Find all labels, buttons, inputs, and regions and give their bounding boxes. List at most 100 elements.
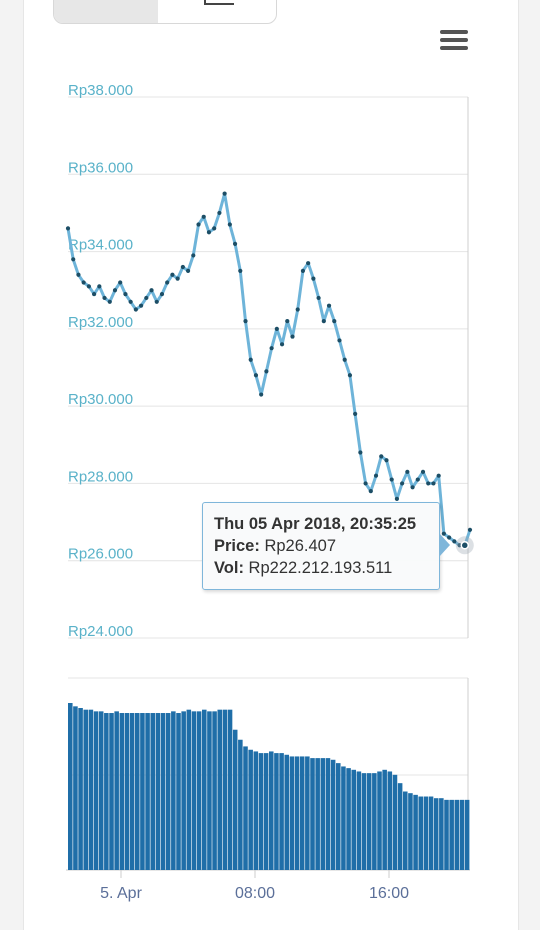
volume-bar (243, 746, 248, 870)
volume-bar (176, 713, 181, 870)
volume-bar (263, 753, 269, 870)
volume-bar (68, 703, 73, 870)
price-point (217, 210, 222, 216)
volume-bar (191, 711, 197, 870)
volume-bar (310, 758, 315, 870)
price-point (311, 276, 316, 281)
chart-icon[interactable] (204, 0, 234, 5)
price-point (326, 303, 332, 308)
hamburger-menu-icon[interactable] (440, 30, 468, 52)
volume-bar (186, 709, 192, 870)
volume-bar (217, 709, 223, 870)
price-point (467, 527, 473, 532)
price-point (389, 477, 394, 482)
tooltip: Thu 05 Apr 2018, 20:35:25 Price: Rp26.40… (202, 502, 440, 590)
hover-point (460, 541, 470, 550)
volume-bar (196, 711, 202, 870)
volume-bar (78, 708, 83, 870)
price-point (368, 489, 373, 494)
y-tick-label: Rp30.000 (68, 391, 133, 408)
volume-bar (83, 709, 89, 870)
volume-bar (408, 793, 413, 870)
volume-bar (279, 753, 284, 870)
tooltip-vol-label: Vol: (214, 559, 244, 577)
volume-bar (356, 771, 362, 870)
volume-bar (459, 799, 465, 870)
y-tick-label: Rp34.000 (68, 237, 133, 254)
volume-bar (124, 713, 130, 870)
price-point (321, 319, 326, 324)
volume-bar (150, 713, 156, 870)
price-point (363, 481, 368, 486)
y-tick-label: Rp32.000 (68, 314, 133, 331)
price-point (332, 319, 337, 324)
price-point (165, 280, 170, 285)
y-tick-label: Rp36.000 (68, 159, 133, 176)
volume-bar (397, 783, 403, 870)
price-point (337, 338, 342, 343)
price-point (358, 450, 363, 455)
price-point (102, 295, 107, 301)
volume-bar (222, 709, 228, 870)
volume-bar (351, 769, 357, 870)
x-tick-label: 08:00 (235, 885, 275, 902)
y-tick-label: Rp26.000 (68, 546, 133, 563)
volume-bar (464, 799, 470, 870)
volume-bar (336, 763, 341, 870)
price-point (285, 319, 290, 324)
volume-bar (423, 796, 429, 870)
volume-bar (253, 751, 259, 870)
volume-bar (377, 771, 382, 870)
price-point (149, 288, 154, 293)
volume-bar (284, 754, 290, 870)
volume-bar (212, 711, 217, 870)
price-point (457, 543, 462, 548)
price-point (144, 295, 149, 301)
price-point (238, 268, 243, 273)
price-point (243, 319, 248, 324)
price-point (248, 357, 253, 362)
price-point (253, 373, 259, 378)
price-point (279, 342, 285, 347)
volume-bar (160, 713, 166, 870)
price-point (264, 369, 269, 374)
price-point (170, 272, 175, 277)
volume-bar (294, 756, 300, 870)
price-point (373, 473, 379, 478)
price-point (123, 291, 128, 297)
volume-bar (449, 799, 454, 870)
price-point (384, 458, 389, 463)
price-point (415, 477, 420, 482)
price-point (405, 469, 410, 474)
y-axis-ticks: Rp38.000 Rp36.000 Rp34.000 Rp32.000 Rp30.000… (68, 82, 133, 640)
price-point (206, 230, 212, 235)
price-point (379, 454, 384, 459)
volume-bar (73, 706, 78, 870)
price-point (118, 280, 123, 285)
volume-bar (433, 798, 439, 870)
price-point (76, 272, 81, 277)
tab-active[interactable] (54, 0, 158, 23)
price-point (133, 307, 138, 312)
range-tabs (53, 0, 277, 24)
volume-bar (413, 794, 418, 870)
volume-bar (269, 751, 274, 870)
volume-bar (366, 773, 372, 870)
tooltip-price-label: Price: (214, 537, 260, 555)
price-point (97, 284, 102, 289)
volume-bar (104, 713, 109, 870)
price-point (306, 261, 311, 266)
price-point (175, 276, 180, 281)
price-point (316, 295, 321, 301)
price-point (342, 357, 347, 362)
volume-bar (299, 756, 305, 870)
volume-bar (330, 759, 336, 870)
volume-bar (341, 766, 346, 870)
price-point (274, 326, 279, 331)
volume-bar (238, 739, 243, 870)
volume-bar (372, 773, 377, 870)
tooltip-arrow (439, 533, 450, 557)
volume-bar (346, 768, 351, 870)
volume-bar (145, 713, 150, 870)
volume-bar (227, 709, 233, 870)
